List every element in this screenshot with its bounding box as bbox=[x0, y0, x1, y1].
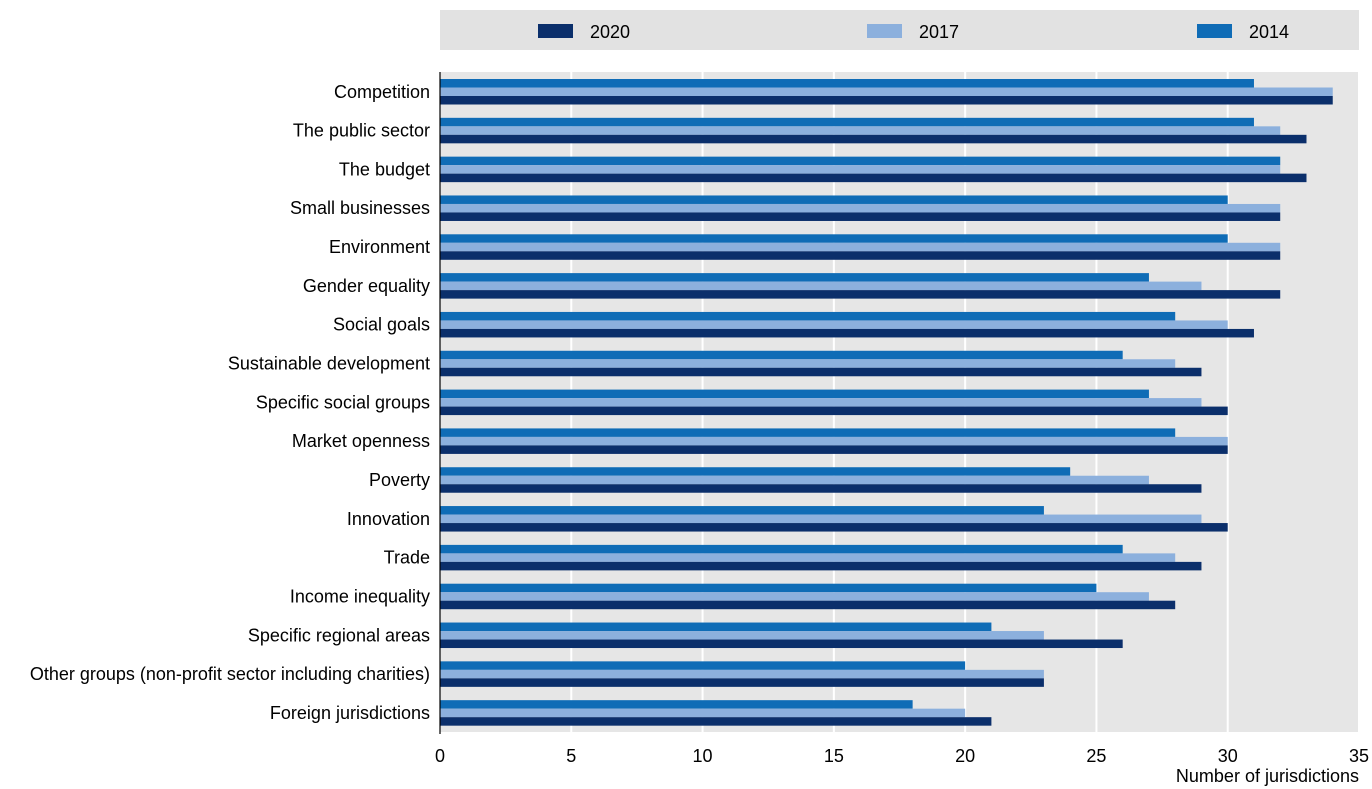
category-label: The public sector bbox=[293, 121, 430, 141]
bar-2017 bbox=[440, 592, 1149, 601]
x-tick-label: 15 bbox=[824, 746, 844, 766]
x-tick-label: 0 bbox=[435, 746, 445, 766]
bar-2017 bbox=[440, 514, 1202, 524]
bar-2020 bbox=[440, 484, 1202, 493]
bar-2014 bbox=[440, 234, 1228, 243]
category-label: Small businesses bbox=[290, 198, 430, 218]
bars bbox=[440, 79, 1333, 726]
bar-2020 bbox=[440, 717, 992, 726]
bar-2014 bbox=[440, 273, 1149, 282]
bar-2014 bbox=[440, 428, 1176, 437]
x-tick-label: 5 bbox=[566, 746, 576, 766]
bar-2017 bbox=[440, 242, 1281, 252]
bar-2014 bbox=[440, 311, 1176, 321]
bar-2014 bbox=[440, 195, 1228, 204]
bar-2017 bbox=[440, 87, 1333, 96]
x-tick-labels: 0 5 10 15 20 25 30 35 bbox=[435, 746, 1369, 766]
category-label: Environment bbox=[329, 237, 430, 257]
bar-2017 bbox=[440, 281, 1202, 291]
bar-2017 bbox=[440, 708, 966, 718]
category-label: Gender equality bbox=[303, 276, 430, 296]
bar-2017 bbox=[440, 126, 1281, 135]
bar-2017 bbox=[440, 436, 1228, 446]
bar-2017 bbox=[440, 203, 1281, 213]
category-label: Foreign jurisdictions bbox=[270, 703, 430, 723]
bar-2017 bbox=[440, 359, 1176, 368]
bar-2020 bbox=[440, 134, 1307, 144]
bar-2017 bbox=[440, 631, 1044, 640]
bar-2014 bbox=[440, 79, 1254, 88]
bar-2020 bbox=[440, 561, 1202, 571]
legend-swatch-2020 bbox=[538, 24, 573, 38]
bar-2014 bbox=[440, 544, 1123, 554]
bar-2020 bbox=[440, 445, 1228, 454]
legend-swatch-2014 bbox=[1197, 24, 1232, 38]
bar-2020 bbox=[440, 290, 1281, 299]
category-label: The budget bbox=[339, 159, 430, 179]
x-tick-label: 10 bbox=[693, 746, 713, 766]
category-label: Specific social groups bbox=[256, 392, 430, 412]
category-label: Competition bbox=[334, 82, 430, 102]
category-label: Sustainable development bbox=[228, 354, 430, 374]
bar-2020 bbox=[440, 96, 1333, 105]
bar-2020 bbox=[440, 367, 1202, 377]
legend-label-2014: 2014 bbox=[1249, 22, 1289, 42]
x-tick-label: 25 bbox=[1086, 746, 1106, 766]
bar-2014 bbox=[440, 506, 1044, 515]
bar-2017 bbox=[440, 165, 1281, 174]
x-tick-label: 35 bbox=[1349, 746, 1369, 766]
category-label: Other groups (non-profit sector includin… bbox=[30, 664, 430, 684]
bar-2017 bbox=[440, 475, 1149, 485]
bar-2014 bbox=[440, 661, 966, 670]
bar-2020 bbox=[440, 251, 1281, 260]
bar-2017 bbox=[440, 669, 1044, 679]
bar-2020 bbox=[440, 406, 1228, 416]
category-label: Trade bbox=[384, 548, 430, 568]
category-label: Innovation bbox=[347, 509, 430, 529]
bar-2017 bbox=[440, 320, 1228, 329]
bar-2020 bbox=[440, 639, 1123, 649]
bar-2014 bbox=[440, 350, 1123, 360]
category-label: Specific regional areas bbox=[248, 625, 430, 645]
legend-label-2017: 2017 bbox=[919, 22, 959, 42]
legend: 2020 2017 2014 bbox=[538, 22, 1289, 42]
bar-2020 bbox=[440, 600, 1176, 610]
legend-label-2020: 2020 bbox=[590, 22, 630, 42]
bar-2014 bbox=[440, 467, 1071, 476]
category-labels: Competition The public sector The budget Sm… bbox=[30, 82, 430, 723]
bar-2014 bbox=[440, 389, 1149, 399]
category-label: Social goals bbox=[333, 315, 430, 335]
bar-2020 bbox=[440, 212, 1281, 221]
bar-2020 bbox=[440, 173, 1307, 183]
bar-2014 bbox=[440, 700, 913, 709]
bar-2014 bbox=[440, 583, 1097, 593]
category-label: Income inequality bbox=[290, 586, 430, 606]
bar-2020 bbox=[440, 678, 1044, 687]
bar-2014 bbox=[440, 156, 1281, 166]
bar-2020 bbox=[440, 523, 1228, 532]
x-tick-label: 30 bbox=[1218, 746, 1238, 766]
bar-2014 bbox=[440, 117, 1254, 127]
bar-2017 bbox=[440, 553, 1176, 562]
category-label: Market openness bbox=[292, 431, 430, 451]
bar-2014 bbox=[440, 622, 992, 632]
x-axis-title: Number of jurisdictions bbox=[1176, 766, 1359, 786]
category-label: Poverty bbox=[369, 470, 430, 490]
bar-2020 bbox=[440, 328, 1254, 338]
x-tick-label: 20 bbox=[955, 746, 975, 766]
bar-2017 bbox=[440, 398, 1202, 407]
legend-swatch-2017 bbox=[867, 24, 902, 38]
